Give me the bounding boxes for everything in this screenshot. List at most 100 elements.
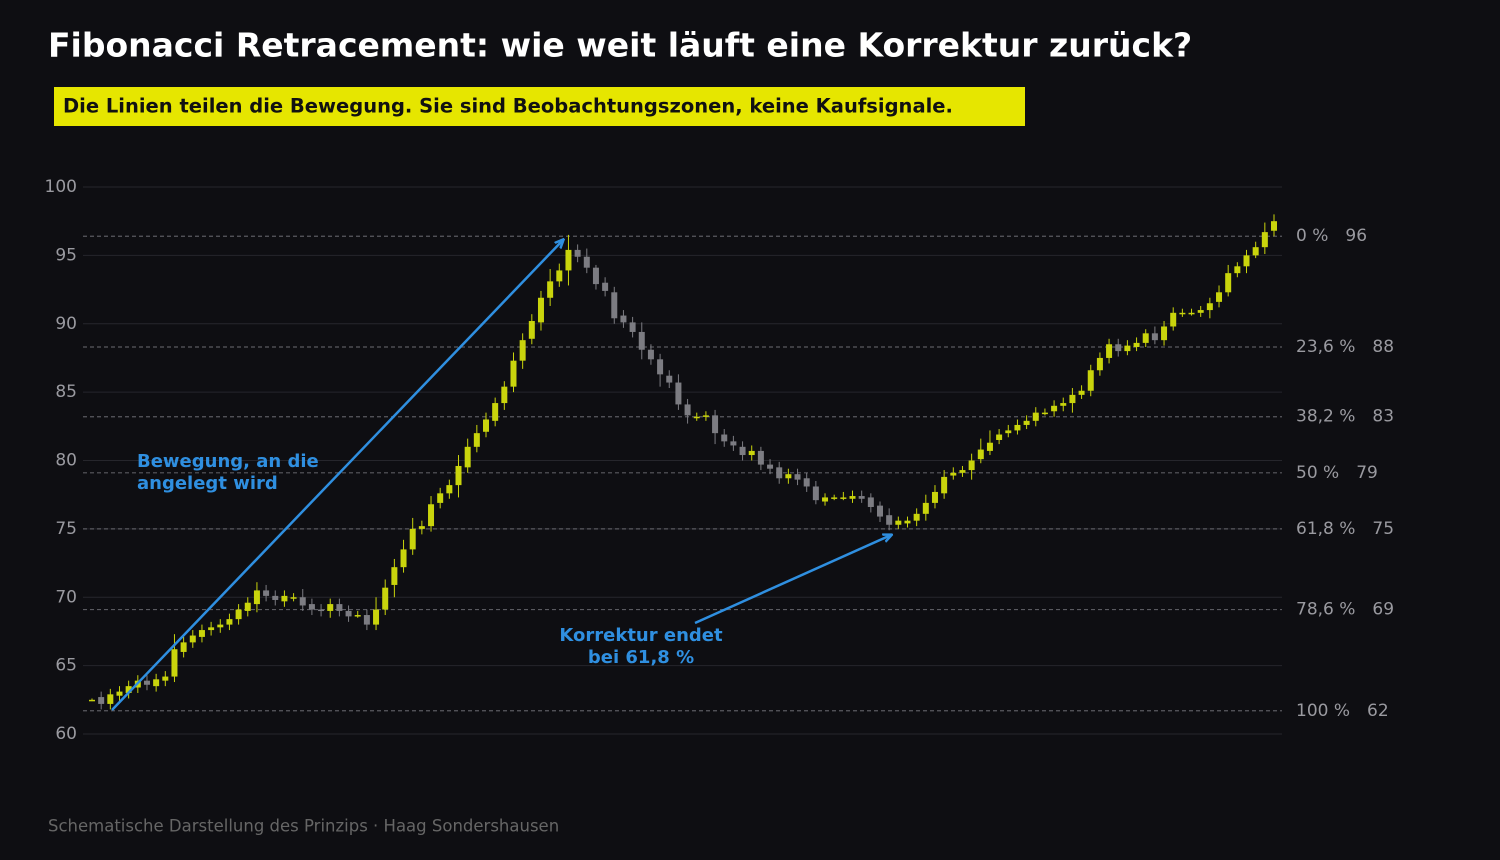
fib-level-label: 0 % 96 <box>1296 226 1367 246</box>
candle-body <box>125 686 132 693</box>
candle-body <box>1271 221 1277 231</box>
candle-body <box>327 604 334 611</box>
y-tick-label: 80 <box>55 451 77 471</box>
candle-body <box>1106 344 1113 358</box>
candle-body <box>693 416 700 419</box>
candle-body <box>1115 344 1122 352</box>
candle-body <box>592 267 599 285</box>
candle-body <box>1197 310 1204 313</box>
chart-title: Fibonacci Retracement: wie weit läuft ei… <box>48 26 1192 65</box>
fib-level-label: 50 % 79 <box>1296 463 1378 483</box>
candle-body <box>1151 333 1158 341</box>
candle-body <box>217 624 224 628</box>
footer: Schematische Darstellung des Prinzips · … <box>48 817 559 836</box>
annotation: Bewegung, an die <box>137 451 319 472</box>
candle-body <box>638 331 645 350</box>
candle-body <box>226 619 233 625</box>
annotation: Korrektur endet <box>559 625 723 646</box>
candle-body <box>574 249 581 257</box>
candle-body <box>1032 412 1039 421</box>
candle-body <box>437 493 444 503</box>
candle-body <box>602 282 609 291</box>
candle-body <box>418 526 425 529</box>
candle-body <box>363 615 370 625</box>
y-tick-label: 70 <box>55 587 77 607</box>
fib-value: 96 <box>1345 226 1367 246</box>
fib-percent: 38,2 % <box>1296 407 1355 427</box>
candle-body <box>922 502 929 514</box>
candle-body <box>547 281 554 298</box>
candle-body <box>794 474 801 480</box>
candle-body <box>739 446 746 456</box>
candle-body <box>235 609 242 620</box>
candle-body <box>501 386 508 404</box>
candle-body <box>629 322 636 332</box>
fib-levels: 0 % 96 23,6 % 88 38,2 % 83 50 % 79 61,8 % 75 78,6 … <box>83 226 1394 721</box>
candle-body <box>409 528 416 550</box>
candle-body <box>290 597 297 599</box>
candle-body <box>730 441 737 446</box>
candle-body <box>647 349 654 360</box>
candle-body <box>464 446 471 468</box>
candle-body <box>776 467 783 479</box>
candle-body <box>812 486 819 501</box>
candle-body <box>1014 424 1021 431</box>
y-tick-label: 95 <box>55 245 77 265</box>
fib-percent: 23,6 % <box>1296 337 1355 357</box>
fib-percent: 100 % <box>1296 701 1350 721</box>
fib-level-label: 38,2 % 83 <box>1296 407 1394 427</box>
candle-body <box>400 549 407 568</box>
candle-body <box>959 470 966 473</box>
candle-body <box>858 496 865 499</box>
candle-body <box>391 567 398 585</box>
fib-percent: 50 % <box>1296 463 1339 483</box>
fib-value: 62 <box>1367 701 1389 721</box>
candle-body <box>428 504 435 527</box>
candle-body <box>1069 394 1076 404</box>
candle-body <box>785 474 792 479</box>
fib-level-label: 23,6 % 88 <box>1296 337 1394 357</box>
candle-body <box>1206 303 1213 311</box>
candle-body <box>849 496 856 499</box>
candle-body <box>1142 333 1149 343</box>
candle-body <box>1087 370 1094 391</box>
fib-value: 79 <box>1356 463 1378 483</box>
candle-body <box>483 419 489 432</box>
candle-body <box>675 382 682 405</box>
candle-body <box>767 464 774 469</box>
candle-body <box>1188 312 1195 315</box>
candle-body <box>1170 312 1177 327</box>
fib-value: 88 <box>1372 337 1394 357</box>
y-tick-label: 75 <box>55 519 77 539</box>
candle-body <box>189 635 196 643</box>
candle-body <box>1179 312 1186 315</box>
candle-body <box>657 359 664 375</box>
candle-body <box>281 595 288 602</box>
candle-body <box>831 497 838 499</box>
candle-body <box>162 676 169 681</box>
candle-body <box>877 505 883 517</box>
y-tick-label: 60 <box>55 724 77 744</box>
candle-body <box>519 340 526 361</box>
candle-body <box>840 497 847 499</box>
subtitle: Die Linien teilen die Bewegung. Sie sind… <box>63 95 953 118</box>
candle-body <box>950 472 957 476</box>
candle-body <box>244 602 251 611</box>
fib-value: 83 <box>1372 407 1394 427</box>
candle-body <box>1096 357 1103 371</box>
arrow <box>111 240 563 711</box>
candle-body <box>1133 342 1140 347</box>
candle-body <box>208 627 215 631</box>
candle-body <box>1243 255 1250 267</box>
y-tick-label: 65 <box>55 656 77 676</box>
candle-body <box>98 697 105 704</box>
candle-body <box>1252 247 1259 256</box>
candle-body <box>473 433 480 447</box>
candle-body <box>583 256 590 268</box>
candle-body <box>1023 420 1030 425</box>
candles <box>89 214 1277 710</box>
candle-body <box>1051 405 1058 412</box>
fib-percent: 61,8 % <box>1296 519 1355 539</box>
candle-body <box>886 515 893 525</box>
